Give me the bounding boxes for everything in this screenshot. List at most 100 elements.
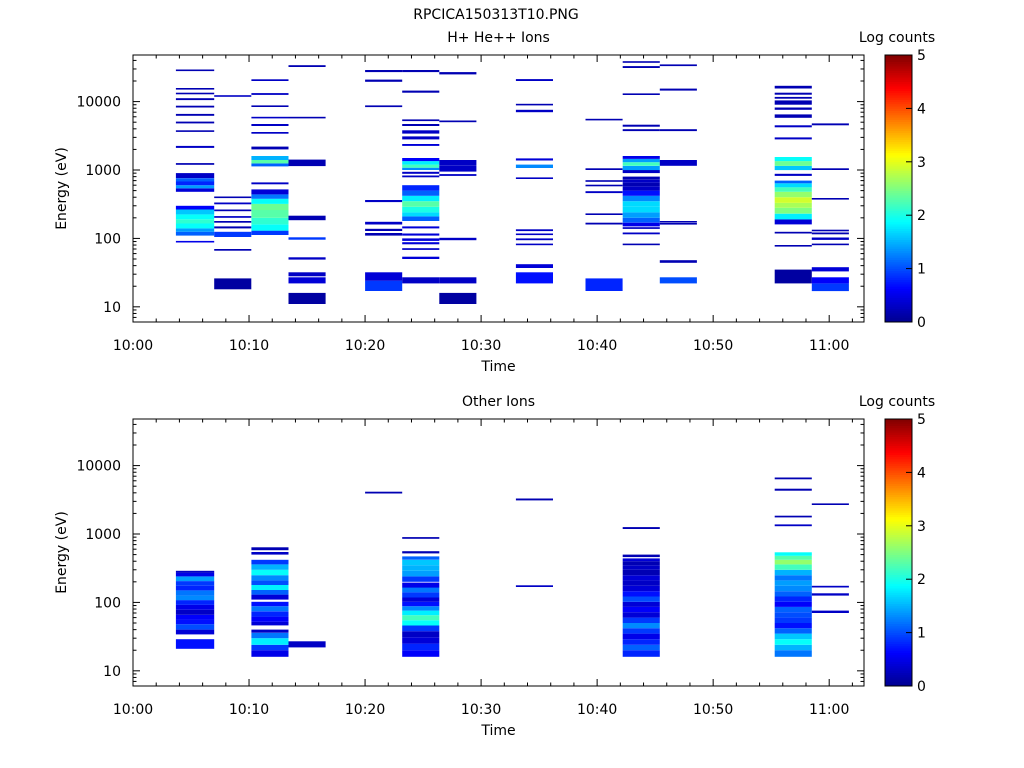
data-cell — [175, 98, 215, 101]
colorbar-step — [885, 469, 912, 473]
data-cell — [214, 278, 252, 290]
data-cell — [774, 161, 812, 166]
data-cell — [251, 105, 289, 107]
colorbar-step — [885, 563, 912, 567]
data-cell — [515, 103, 553, 106]
colorbar-step — [885, 206, 912, 209]
data-column — [774, 85, 812, 284]
data-cell — [515, 498, 553, 501]
data-cell — [175, 209, 215, 215]
data-cell — [365, 200, 403, 203]
data-cell — [214, 221, 252, 223]
data-cell — [774, 552, 812, 556]
data-column — [811, 503, 849, 613]
colorbar-step — [885, 199, 912, 203]
data-cell — [402, 195, 440, 202]
colorbar-step — [885, 70, 912, 74]
y-tick-label: 1000 — [85, 527, 121, 543]
colorbar-step — [885, 168, 912, 171]
data-cell — [585, 168, 623, 170]
colorbar-step — [885, 68, 912, 71]
colorbar-step — [885, 623, 912, 627]
data-column — [365, 70, 403, 291]
data-cell — [251, 146, 289, 150]
data-cell — [774, 165, 812, 171]
data-cell — [774, 157, 812, 162]
colorbar-step — [885, 105, 912, 109]
colorbar-step — [885, 172, 912, 176]
data-cell — [774, 575, 812, 581]
colorbar-step — [885, 250, 912, 254]
colorbar-step — [885, 283, 912, 287]
data-cell — [622, 212, 660, 218]
data-cell — [402, 130, 440, 134]
data-cell — [402, 164, 440, 168]
x-tick-label: 10:00 — [113, 338, 153, 354]
colorbar-step — [885, 594, 912, 598]
x-tick-label: 10:20 — [345, 702, 385, 718]
colorbar-step — [885, 570, 912, 573]
data-cell — [402, 637, 440, 644]
data-cell — [175, 92, 215, 95]
data-cell — [175, 188, 215, 192]
data-cell — [622, 222, 660, 227]
colorbar-step — [885, 210, 912, 214]
data-cell — [402, 226, 440, 229]
colorbar-step — [885, 432, 912, 435]
colorbar-tick-label: 5 — [917, 412, 926, 428]
colorbar-tick-label: 4 — [917, 465, 926, 481]
data-cell — [622, 159, 660, 163]
colorbar-step — [885, 489, 912, 493]
data-cell — [288, 65, 326, 67]
data-cell — [622, 129, 660, 132]
data-cell — [622, 227, 660, 229]
colorbar-step — [885, 458, 912, 462]
colorbar-step — [885, 561, 912, 564]
data-cell — [251, 629, 289, 633]
data-cell — [774, 197, 812, 203]
data-cell — [402, 167, 440, 170]
data-cell — [251, 224, 289, 231]
data-cell — [622, 591, 660, 597]
colorbar-step — [885, 501, 912, 504]
data-cell — [774, 107, 812, 110]
colorbar-step — [885, 576, 912, 580]
colorbar-step — [885, 507, 912, 511]
data-cell — [585, 278, 623, 291]
data-cell — [774, 137, 812, 140]
data-cell — [811, 232, 849, 235]
colorbar-step — [885, 110, 912, 114]
data-cell — [402, 119, 440, 122]
y-tick-label: 10000 — [76, 95, 121, 111]
data-cell — [622, 195, 660, 202]
colorbar-step — [885, 583, 912, 587]
data-cell — [365, 233, 403, 236]
data-cell — [402, 576, 440, 582]
data-cell — [251, 124, 289, 126]
data-cell — [214, 95, 252, 97]
data-cell — [402, 625, 440, 632]
data-cell — [402, 556, 440, 560]
data-cell — [774, 191, 812, 198]
data-cell — [774, 245, 812, 247]
data-cell — [774, 617, 812, 623]
data-cell — [622, 617, 660, 623]
colorbar-step — [885, 117, 912, 120]
data-cell — [622, 182, 660, 187]
data-cell — [251, 564, 289, 570]
colorbar-step — [885, 547, 912, 551]
data-cell — [251, 601, 289, 607]
colorbar-step — [885, 290, 912, 294]
data-cell — [214, 226, 252, 229]
data-cell — [402, 233, 440, 236]
data-cell — [175, 163, 215, 165]
x-tick-label: 10:40 — [577, 702, 617, 718]
colorbar-step — [885, 503, 912, 507]
colorbar-step — [885, 625, 912, 629]
colorbar-step — [885, 121, 912, 125]
colorbar-step — [885, 641, 912, 645]
data-cell — [622, 575, 660, 581]
x-tick-label: 10:10 — [229, 702, 269, 718]
colorbar-step — [885, 572, 912, 576]
